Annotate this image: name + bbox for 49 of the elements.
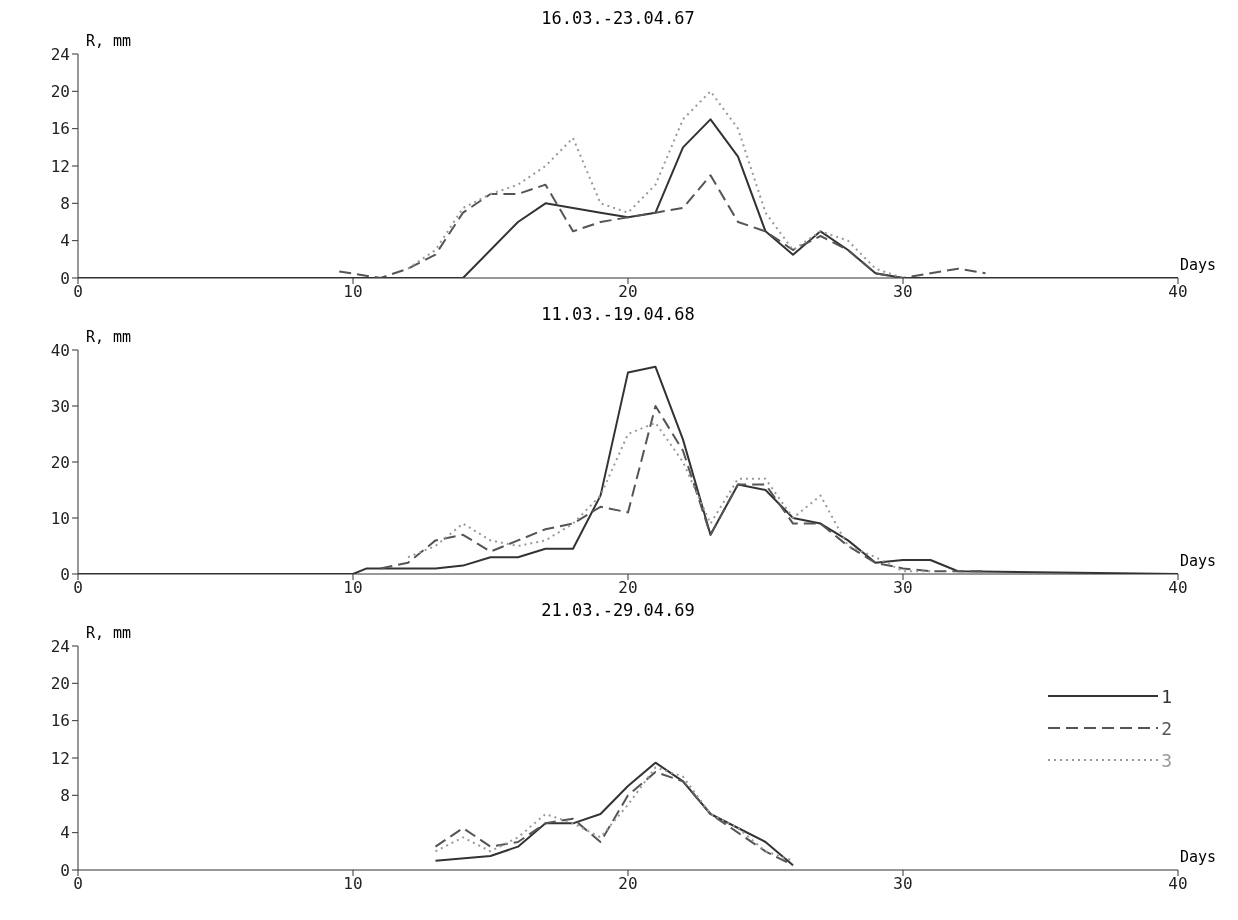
- x-axis-title: Days: [1180, 256, 1217, 274]
- x-tick-label: 0: [73, 578, 83, 598]
- y-tick-label: 4: [60, 823, 70, 843]
- text: 1: [1161, 685, 1172, 707]
- x-tick-label: 30: [893, 874, 913, 894]
- x-tick-label: 30: [893, 578, 913, 598]
- x-tick-label: 20: [618, 282, 638, 302]
- y-tick-label: 40: [50, 340, 70, 360]
- x-tick-label: 20: [618, 874, 638, 894]
- x-tick-label: 30: [893, 282, 913, 302]
- x-tick-label: 0: [73, 282, 83, 302]
- x-tick-label: 40: [1168, 874, 1188, 894]
- text: 2: [1161, 717, 1172, 739]
- y-tick-label: 20: [50, 452, 70, 472]
- line-series: [338, 174, 987, 278]
- x-axis-title: Days: [1180, 552, 1217, 570]
- y-tick-label: 8: [60, 786, 70, 806]
- x-tick-label: 10: [343, 282, 363, 302]
- y-tick-label: 0: [60, 564, 70, 584]
- y-tick-label: 12: [50, 748, 70, 768]
- x-tick-label: 10: [343, 578, 363, 598]
- chart-title: 16.03.-23.04.67: [540, 8, 696, 28]
- y-tick-label: 24: [50, 636, 70, 656]
- x-tick-label: 0: [73, 874, 83, 894]
- y-axis-title: R, mm: [86, 32, 132, 50]
- y-tick-label: 16: [50, 119, 70, 139]
- y-tick-label: 8: [60, 194, 70, 214]
- y-axis-title: R, mm: [86, 624, 132, 642]
- line-series: [407, 421, 932, 573]
- y-tick-label: 20: [50, 674, 70, 694]
- text: 3: [1161, 749, 1172, 771]
- y-tick-label: 4: [60, 231, 70, 251]
- y-tick-label: 20: [50, 82, 70, 102]
- y-tick-label: 0: [60, 268, 70, 288]
- y-tick-label: 24: [50, 44, 70, 64]
- y-tick-label: 12: [50, 156, 70, 176]
- chart-title: 11.03.-19.04.68: [540, 304, 696, 324]
- y-tick-label: 0: [60, 860, 70, 880]
- y-tick-label: 30: [50, 396, 70, 416]
- x-tick-label: 20: [618, 578, 638, 598]
- y-axis-title: R, mm: [86, 328, 132, 346]
- x-tick-label: 10: [343, 874, 363, 894]
- chart-title: 21.03.-29.04.69: [540, 600, 696, 620]
- y-tick-label: 10: [50, 508, 70, 528]
- x-axis-title: Days: [1180, 848, 1217, 866]
- x-tick-label: 40: [1168, 578, 1188, 598]
- x-tick-label: 40: [1168, 282, 1188, 302]
- line-series: [407, 90, 904, 278]
- y-tick-label: 16: [50, 711, 70, 731]
